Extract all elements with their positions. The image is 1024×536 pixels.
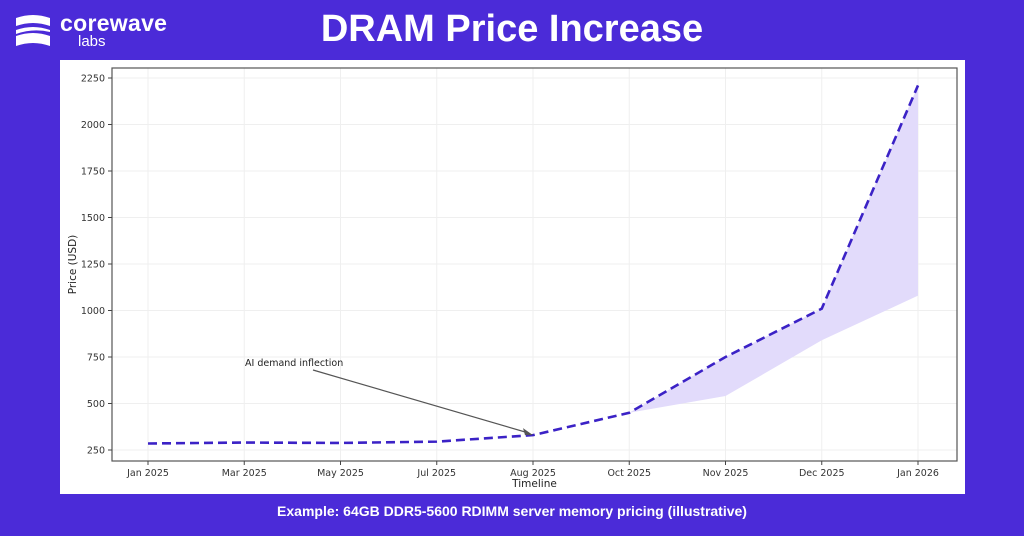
x-tick-label: Aug 2025 — [510, 468, 556, 479]
x-tick-label: Jul 2025 — [416, 468, 456, 479]
x-tick-label: Jan 2026 — [896, 468, 939, 479]
x-tick-label: Oct 2025 — [607, 468, 651, 479]
corewave-logo-mark-icon — [16, 15, 50, 46]
annotation-label: AI demand inflection — [245, 358, 343, 369]
y-tick-label: 1250 — [81, 260, 105, 271]
y-tick-label: 1500 — [81, 213, 105, 224]
y-tick-label: 1750 — [81, 167, 105, 178]
y-tick-label: 2250 — [81, 74, 105, 85]
x-tick-label: May 2025 — [317, 468, 364, 479]
y-axis-label: Price (USD) — [67, 235, 79, 295]
chart-caption: Example: 64GB DDR5-5600 RDIMM server mem… — [277, 503, 747, 519]
x-tick-label: Dec 2025 — [799, 468, 845, 479]
uncertainty-band — [629, 85, 918, 413]
y-tick-label: 250 — [87, 446, 105, 457]
y-tick-label: 2000 — [81, 120, 105, 131]
corewave-logo: corewave labs — [14, 10, 204, 52]
annotation-arrowhead-icon — [523, 428, 533, 436]
x-tick-label: Jan 2025 — [126, 468, 169, 479]
page-title: DRAM Price Increase — [320, 8, 704, 50]
annotation-arrow — [312, 369, 530, 434]
price-chart: 250 500 750 1000 1250 1500 1750 2000 2250 Jan 202… — [67, 67, 958, 490]
logo-name: corewave — [60, 10, 168, 36]
x-tick-label: Mar 2025 — [222, 468, 267, 479]
y-tick-label: 750 — [87, 353, 105, 364]
y-tick-label: 500 — [87, 399, 105, 410]
logo-sub: labs — [78, 33, 106, 50]
x-axis-label: Timeline — [511, 478, 557, 490]
x-tick-label: Nov 2025 — [703, 468, 749, 479]
chart-panel: 250 500 750 1000 1250 1500 1750 2000 2250 Jan 202… — [60, 60, 965, 494]
y-tick-label: 1000 — [81, 306, 105, 317]
